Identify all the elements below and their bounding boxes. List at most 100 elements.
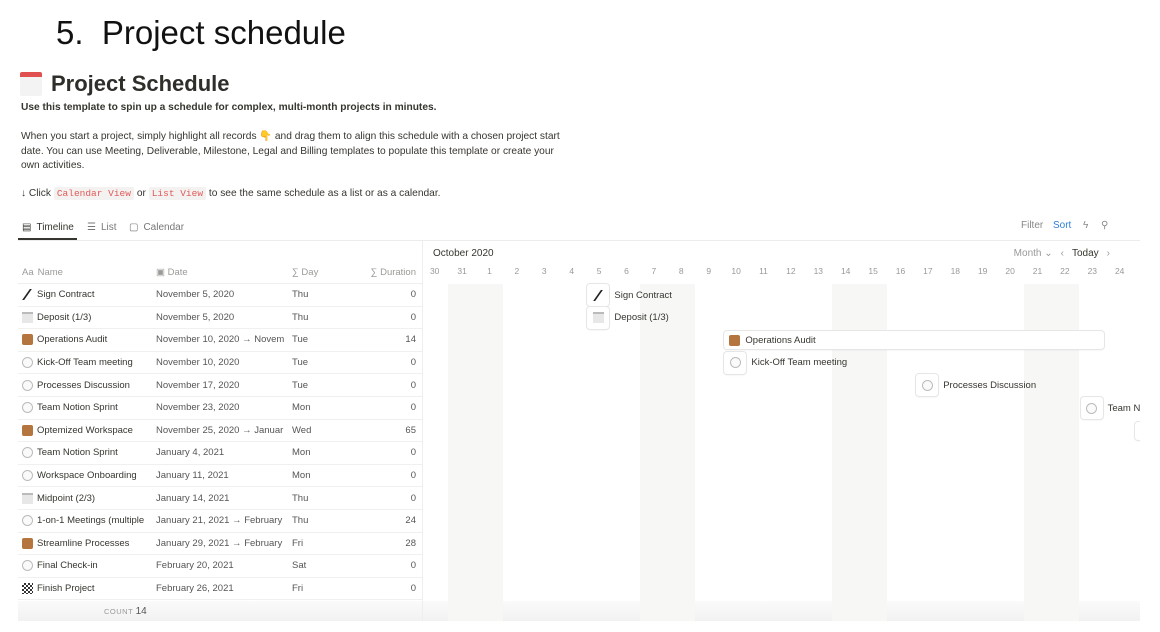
cell-date[interactable]: February 26, 2021 [156, 583, 234, 595]
table-row[interactable]: Finish Project February 26, 2021 Fri 0 [18, 578, 422, 601]
timeline-item[interactable]: Operations Audit [724, 331, 1104, 350]
cell-duration: 14 [405, 334, 416, 346]
cell-name[interactable]: Operations Audit [18, 334, 156, 346]
cell-date[interactable]: November 5, 2020 [156, 289, 235, 301]
table-row[interactable]: Sign Contract November 5, 2020 Thu 0 [18, 284, 422, 307]
cell-name[interactable]: 1-on-1 Meetings (multiple [18, 515, 156, 527]
tab-timeline[interactable]: ▤ Timeline [22, 219, 74, 235]
cell-name[interactable]: Midpoint (2/3) [18, 492, 156, 504]
timeline-item[interactable]: Kick-Off Team meeting [724, 351, 847, 374]
table-header: Aa Name ▣ Date ∑ Day ∑ Duration [18, 262, 422, 284]
cell-duration: 24 [405, 515, 416, 527]
cell-date[interactable]: November 10, 2020 [156, 357, 240, 369]
column-day[interactable]: ∑ Day [290, 267, 350, 278]
cell-date[interactable]: November 25, 2020 → Januar [156, 424, 284, 436]
cell-day: Mon [292, 470, 311, 482]
today-button[interactable]: Today [1071, 248, 1099, 259]
cell-date[interactable]: January 29, 2021 → February [156, 537, 283, 549]
checkered-flag-icon [22, 583, 33, 595]
cell-date[interactable]: November 23, 2020 [156, 402, 240, 414]
table-row[interactable]: Operations Audit November 10, 2020 → Nove… [18, 329, 422, 352]
cell-date[interactable]: January 4, 2021 [156, 447, 225, 459]
table-row[interactable]: Processes Discussion November 17, 2020 Tue… [18, 374, 422, 397]
row-name: Final Check-in [37, 560, 98, 572]
lightning-icon[interactable]: ϟ [1083, 220, 1089, 231]
cell-date[interactable]: January 14, 2021 [156, 492, 230, 504]
cell-date[interactable]: November 10, 2020 → Novem [156, 334, 285, 346]
item-icon-box [587, 284, 610, 306]
table-row[interactable]: Team Notion Sprint November 23, 2020 Mon 0 [18, 397, 422, 420]
item-label: Team Notion Sprint [1107, 402, 1140, 414]
cell-date[interactable]: November 5, 2020 [156, 311, 235, 323]
cell-duration: 65 [405, 424, 416, 436]
timeline-panel: October 2020 Month ⌄ ‹ Today › 30 31 1 2 3 4 5… [422, 241, 1140, 621]
formula-icon: ∑ [292, 267, 302, 278]
divider [18, 240, 1140, 241]
header-label: Date [167, 267, 188, 278]
timeline-item[interactable]: Processes Discussion [916, 374, 1036, 397]
cell-date[interactable]: January 21, 2021 → February [156, 515, 283, 527]
cell-date[interactable]: February 20, 2021 [156, 560, 234, 572]
tab-calendar[interactable]: ▢ Calendar [129, 219, 184, 235]
table-row[interactable]: Midpoint (2/3) January 14, 2021 Thu 0 [18, 487, 422, 510]
table-row[interactable]: Team Notion Sprint January 4, 2021 Mon 0 [18, 442, 422, 465]
cell-date[interactable]: November 17, 2020 [156, 379, 240, 391]
page-title: Project Schedule [51, 71, 230, 96]
day-label: 23 [1087, 266, 1098, 276]
search-icon[interactable]: ⚲ [1101, 220, 1109, 231]
cell-name[interactable]: Kick-Off Team meeting [18, 357, 156, 369]
cell-name[interactable]: Final Check-in [18, 560, 156, 572]
weekend-column [667, 284, 695, 621]
cell-name[interactable]: Workspace Onboarding [18, 470, 156, 482]
table-row[interactable]: Final Check-in February 20, 2021 Sat 0 [18, 555, 422, 578]
day-label: 18 [950, 266, 961, 276]
column-name[interactable]: Aa Name [18, 267, 156, 278]
table-row[interactable]: 1-on-1 Meetings (multiple January 21, 202… [18, 510, 422, 533]
cell-name[interactable]: Sign Contract [18, 289, 156, 301]
day-label: 22 [1060, 266, 1070, 276]
filter-button[interactable]: Filter [1021, 220, 1044, 231]
table-row[interactable]: Streamline Processes January 29, 2021 → F… [18, 533, 422, 556]
table-row[interactable]: Workspace Onboarding January 11, 2021 Mon 0 [18, 465, 422, 488]
zoom-select[interactable]: Month ⌄ [1013, 248, 1053, 259]
day-label: 9 [706, 266, 712, 276]
cell-day: Fri [292, 583, 304, 595]
row-name: Team Notion Sprint [37, 447, 118, 459]
row-name: Streamline Processes [37, 537, 130, 549]
table-row[interactable]: Optemized Workspace November 25, 2020 → J… [18, 420, 422, 443]
cell-name[interactable]: Team Notion Sprint [18, 447, 156, 459]
table-row[interactable]: Deposit (1/3) November 5, 2020 Thu 0 [18, 307, 422, 330]
cell-name[interactable]: Optemized Workspace [18, 424, 156, 436]
cell-duration: 0 [410, 492, 416, 504]
instruction-suffix: to see the same schedule as a list or as… [208, 188, 441, 199]
timeline-item[interactable] [1135, 421, 1140, 440]
speech-bubble-icon [22, 515, 33, 527]
column-duration[interactable]: ∑ Duration [350, 267, 416, 278]
column-date[interactable]: ▣ Date [156, 267, 290, 278]
list-icon: ☰ [87, 221, 96, 233]
cell-day: Thu [292, 311, 309, 323]
calendar-icon: ▢ [129, 221, 139, 233]
cell-name[interactable]: Processes Discussion [18, 379, 156, 391]
cell-name[interactable]: Team Notion Sprint [18, 402, 156, 414]
sort-button[interactable]: Sort [1053, 220, 1072, 231]
package-icon [22, 424, 33, 436]
timeline-item[interactable]: Team Notion Sprint [1080, 397, 1140, 419]
slide-title: 5. Project schedule [56, 14, 346, 51]
timeline-item[interactable]: Deposit (1/3) [587, 306, 669, 329]
cell-name[interactable]: Deposit (1/3) [18, 311, 156, 323]
cell-name[interactable]: Finish Project [18, 583, 156, 595]
cell-date[interactable]: January 11, 2021 [156, 470, 229, 482]
next-button[interactable]: › [1106, 248, 1110, 259]
receipt-icon [22, 311, 33, 323]
day-label: 25 [1137, 266, 1140, 276]
cell-day: Sat [292, 560, 307, 572]
table-row[interactable]: Kick-Off Team meeting November 10, 2020 Tu… [18, 352, 422, 375]
timeline-item[interactable]: Sign Contract [587, 284, 672, 306]
row-name: Team Notion Sprint [37, 402, 118, 414]
speech-bubble-icon [22, 470, 33, 482]
header-label: Name [37, 267, 63, 278]
cell-name[interactable]: Streamline Processes [18, 537, 156, 549]
tab-list[interactable]: ☰ List [87, 219, 117, 235]
prev-button[interactable]: ‹ [1060, 248, 1064, 259]
